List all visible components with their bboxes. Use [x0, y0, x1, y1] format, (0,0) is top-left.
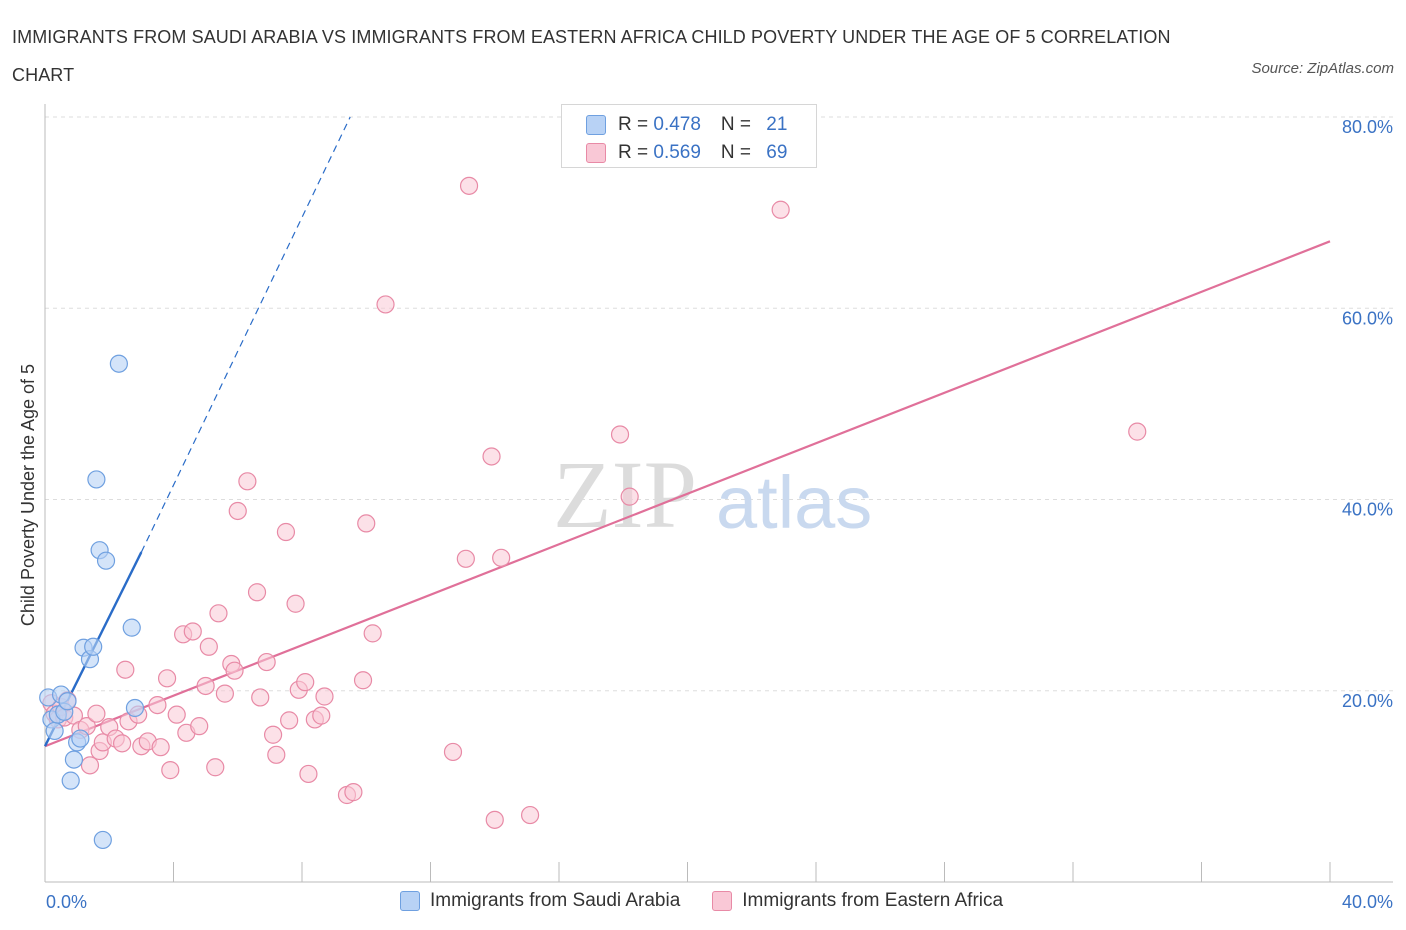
data-point-eastern-africa — [482, 447, 501, 466]
y-tick-label: 80.0% — [1342, 117, 1393, 137]
data-point-eastern-africa — [196, 676, 215, 696]
series-swatch-eafrica — [712, 891, 733, 911]
legend-n-value: 69 — [766, 142, 788, 163]
data-point-eastern-africa — [1128, 422, 1147, 441]
data-point-saudi-arabia — [96, 551, 116, 570]
data-point-eastern-africa — [296, 673, 315, 692]
legend-r-value: 0.478 — [653, 114, 701, 135]
legend-row-eafrica: R = 0.569 N = 69 — [586, 139, 787, 167]
data-point-saudi-arabia — [84, 637, 103, 656]
watermark-atlas: atlas — [716, 461, 872, 544]
data-point-eastern-africa — [251, 688, 270, 707]
series-swatch-saudi — [400, 891, 420, 911]
series-legend: Immigrants from Saudi Arabia Immigrants … — [400, 890, 1035, 912]
data-point-eastern-africa — [363, 624, 382, 643]
data-point-eastern-africa — [263, 725, 283, 744]
eastern-africa-points — [42, 176, 1147, 829]
watermark: ZIP atlas — [553, 441, 872, 548]
data-point-eastern-africa — [459, 176, 479, 195]
data-point-saudi-arabia — [122, 618, 141, 637]
data-point-eastern-africa — [315, 687, 334, 706]
data-point-eastern-africa — [456, 549, 475, 568]
data-point-eastern-africa — [206, 758, 225, 777]
data-point-eastern-africa — [157, 669, 177, 688]
trend-line-saudi-extension — [140, 116, 351, 553]
legend-row-saudi: R = 0.478 N = 21 — [586, 111, 787, 139]
data-point-eastern-africa — [209, 604, 228, 623]
legend-swatch-eafrica — [586, 143, 606, 163]
chart-source: Source: ZipAtlas.com — [1251, 60, 1394, 77]
axes — [44, 104, 1393, 883]
data-point-eastern-africa — [87, 704, 106, 723]
y-axis-label: Child Poverty Under the Age of 5 — [18, 364, 38, 626]
y-tick-label: 40.0% — [1342, 500, 1393, 520]
data-point-eastern-africa — [353, 671, 373, 690]
data-point-eastern-africa — [228, 501, 247, 521]
data-point-saudi-arabia — [109, 354, 128, 373]
data-point-eastern-africa — [151, 738, 170, 757]
legend-r-label: R = — [618, 114, 654, 135]
data-point-eastern-africa — [190, 717, 209, 736]
legend-r-label: R = — [618, 142, 654, 163]
y-tick-labels: 20.0% 40.0% 60.0% 80.0% — [1342, 117, 1393, 711]
data-point-eastern-africa — [276, 522, 296, 542]
data-point-eastern-africa — [267, 745, 286, 764]
data-point-eastern-africa — [225, 661, 244, 680]
data-point-saudi-arabia — [64, 750, 84, 769]
data-point-eastern-africa — [299, 764, 318, 784]
data-point-eastern-africa — [610, 425, 630, 444]
legend-n-value: 21 — [766, 114, 788, 135]
y-tick-label: 60.0% — [1342, 308, 1393, 328]
data-point-eastern-africa — [257, 652, 276, 672]
series-label-saudi: Immigrants from Saudi Arabia — [430, 890, 681, 911]
data-point-eastern-africa — [357, 514, 376, 533]
data-point-saudi-arabia — [87, 470, 106, 489]
x-tick-label-min: 0.0% — [46, 892, 87, 912]
series-label-eafrica: Immigrants from Eastern Africa — [742, 890, 1004, 911]
data-point-eastern-africa — [376, 295, 395, 314]
data-point-saudi-arabia — [58, 692, 77, 711]
legend-swatch-saudi — [586, 115, 606, 135]
data-point-eastern-africa — [80, 756, 100, 775]
data-point-eastern-africa — [344, 783, 363, 802]
correlation-legend: R = 0.478 N = 21 R = 0.569 N = 69 — [561, 104, 817, 168]
data-point-eastern-africa — [771, 200, 790, 219]
data-point-eastern-africa — [485, 810, 504, 829]
series-legend-item-eafrica[interactable]: Immigrants from Eastern Africa — [712, 890, 1003, 912]
data-point-eastern-africa — [167, 705, 186, 724]
data-point-eastern-africa — [280, 711, 299, 730]
data-point-eastern-africa — [492, 548, 511, 567]
data-point-eastern-africa — [112, 734, 132, 753]
data-point-saudi-arabia — [45, 721, 64, 741]
data-point-eastern-africa — [286, 594, 305, 613]
legend-n-label: N = — [720, 142, 757, 163]
saudi-arabia-points — [39, 354, 145, 850]
x-tick-label-max: 40.0% — [1342, 892, 1393, 912]
data-point-eastern-africa — [238, 472, 257, 491]
data-point-eastern-africa — [116, 660, 135, 679]
data-point-eastern-africa — [148, 695, 167, 715]
data-point-eastern-africa — [215, 684, 234, 703]
chart-title: IMMIGRANTS FROM SAUDI ARABIA VS IMMIGRAN… — [12, 27, 1171, 85]
data-point-eastern-africa — [520, 805, 540, 825]
data-point-eastern-africa — [312, 706, 331, 725]
series-legend-item-saudi[interactable]: Immigrants from Saudi Arabia — [400, 890, 680, 912]
grid-lines — [45, 116, 1393, 692]
legend-r-value: 0.569 — [653, 142, 701, 163]
data-point-eastern-africa — [183, 622, 202, 641]
data-point-eastern-africa — [247, 583, 267, 602]
y-tick-label: 20.0% — [1342, 691, 1393, 711]
data-point-saudi-arabia — [71, 729, 90, 748]
data-point-saudi-arabia — [125, 698, 145, 718]
data-point-eastern-africa — [620, 487, 639, 506]
data-point-saudi-arabia — [61, 771, 80, 790]
data-point-eastern-africa — [161, 761, 180, 780]
data-point-eastern-africa — [199, 637, 218, 656]
data-point-saudi-arabia — [93, 830, 112, 850]
data-point-eastern-africa — [443, 742, 463, 762]
legend-n-label: N = — [720, 114, 757, 135]
